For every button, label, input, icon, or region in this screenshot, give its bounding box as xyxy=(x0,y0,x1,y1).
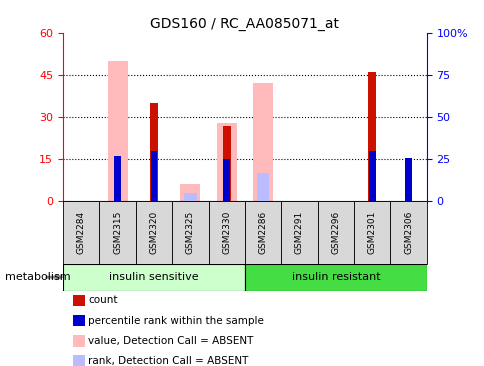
Bar xyxy=(114,156,121,201)
Text: insulin sensitive: insulin sensitive xyxy=(109,272,198,282)
Text: GSM2291: GSM2291 xyxy=(294,211,303,254)
Text: GSM2315: GSM2315 xyxy=(113,211,122,254)
Bar xyxy=(368,151,375,201)
Bar xyxy=(405,157,411,201)
Text: percentile rank within the sample: percentile rank within the sample xyxy=(88,315,264,326)
Text: GSM2301: GSM2301 xyxy=(367,211,376,254)
Bar xyxy=(256,173,269,201)
Bar xyxy=(63,264,244,291)
Bar xyxy=(244,201,281,264)
Text: GSM2296: GSM2296 xyxy=(331,211,340,254)
Bar xyxy=(253,83,272,201)
Bar xyxy=(172,201,208,264)
Bar xyxy=(150,103,158,201)
Text: GSM2284: GSM2284 xyxy=(76,211,86,254)
Text: insulin resistant: insulin resistant xyxy=(291,272,379,282)
Bar xyxy=(136,201,172,264)
Text: GSM2286: GSM2286 xyxy=(258,211,267,254)
Bar xyxy=(99,201,136,264)
Bar xyxy=(390,201,426,264)
Bar xyxy=(353,201,390,264)
Bar xyxy=(183,193,197,201)
Bar xyxy=(317,201,353,264)
Text: GSM2330: GSM2330 xyxy=(222,211,231,254)
Text: metabolism: metabolism xyxy=(5,272,70,282)
Bar xyxy=(151,151,157,201)
Bar xyxy=(281,201,317,264)
Text: count: count xyxy=(88,295,118,306)
Bar xyxy=(222,126,230,201)
Text: GSM2306: GSM2306 xyxy=(403,211,412,254)
Bar xyxy=(208,201,244,264)
Bar xyxy=(63,201,99,264)
Bar xyxy=(107,61,127,201)
Bar xyxy=(216,123,236,201)
Title: GDS160 / RC_AA085071_at: GDS160 / RC_AA085071_at xyxy=(150,16,339,30)
Text: GSM2320: GSM2320 xyxy=(149,211,158,254)
Text: value, Detection Call = ABSENT: value, Detection Call = ABSENT xyxy=(88,336,253,346)
Text: GSM2325: GSM2325 xyxy=(185,211,195,254)
Bar xyxy=(244,264,426,291)
Bar xyxy=(223,159,229,201)
Bar xyxy=(367,72,376,201)
Bar xyxy=(180,184,200,201)
Text: rank, Detection Call = ABSENT: rank, Detection Call = ABSENT xyxy=(88,356,248,366)
